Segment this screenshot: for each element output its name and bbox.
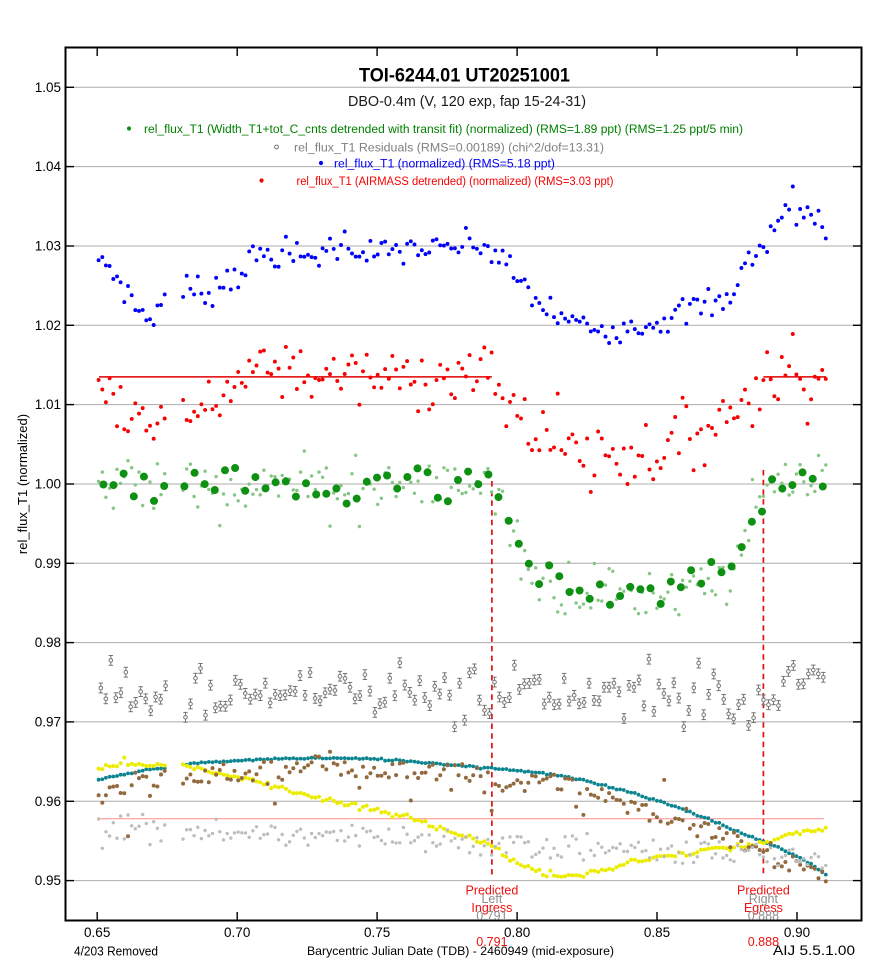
svg-text:0.90: 0.90 [784, 925, 810, 940]
svg-text:rel_flux_T1 (Width_T1+tot_C_cn: rel_flux_T1 (Width_T1+tot_C_cnts detrend… [144, 122, 743, 136]
svg-text:0.888: 0.888 [748, 909, 779, 923]
svg-text:4/203 Removed: 4/203 Removed [74, 944, 158, 959]
svg-text:1.01: 1.01 [35, 397, 61, 412]
svg-text:0.791: 0.791 [476, 909, 507, 923]
svg-text:0.99: 0.99 [35, 556, 61, 571]
svg-text:rel_flux_T1 Residuals (RMS=0.0: rel_flux_T1 Residuals (RMS=0.00189) (chi… [294, 141, 604, 155]
svg-text:1.03: 1.03 [35, 239, 61, 254]
svg-text:0.888: 0.888 [748, 935, 779, 949]
svg-text:0.70: 0.70 [224, 925, 250, 940]
svg-text:1.05: 1.05 [35, 80, 61, 95]
svg-text:Barycentric Julian Date (TDB): Barycentric Julian Date (TDB) - 2460949 … [307, 944, 614, 958]
svg-text:TOI-6244.01 UT20251001: TOI-6244.01 UT20251001 [359, 66, 570, 87]
svg-text:rel_flux_T1 (normalized) (RMS=: rel_flux_T1 (normalized) (RMS=5.18 ppt) [334, 157, 555, 171]
svg-text:rel_flux_T1 (AIRMASS detrended: rel_flux_T1 (AIRMASS detrended) (normali… [297, 174, 614, 188]
svg-text:0.65: 0.65 [84, 925, 110, 940]
svg-text:Predicted: Predicted [737, 884, 790, 898]
svg-text:Left: Left [481, 892, 502, 906]
svg-text:0.98: 0.98 [35, 635, 61, 650]
svg-text:1.02: 1.02 [35, 318, 61, 333]
svg-text:0.96: 0.96 [35, 794, 61, 809]
svg-text:0.80: 0.80 [504, 925, 530, 940]
svg-text:DBO-0.4m (V, 120 exp, fap 15-2: DBO-0.4m (V, 120 exp, fap 15-24-31) [348, 94, 586, 110]
svg-text:Ingress: Ingress [471, 901, 512, 915]
svg-text:0.95: 0.95 [35, 873, 61, 888]
svg-text:1.04: 1.04 [35, 159, 62, 174]
svg-text:AIJ 5.5.1.00: AIJ 5.5.1.00 [773, 943, 855, 958]
svg-text:Predicted: Predicted [465, 884, 518, 898]
svg-text:rel_flux_T1 (normalized): rel_flux_T1 (normalized) [15, 414, 30, 554]
svg-text:1.00: 1.00 [35, 477, 61, 492]
svg-text:0.75: 0.75 [364, 925, 390, 940]
svg-text:Egress: Egress [744, 901, 783, 915]
svg-text:0.97: 0.97 [35, 714, 61, 729]
svg-text:0.791: 0.791 [476, 935, 507, 949]
svg-text:0.85: 0.85 [644, 925, 670, 940]
svg-text:Right: Right [749, 892, 779, 906]
